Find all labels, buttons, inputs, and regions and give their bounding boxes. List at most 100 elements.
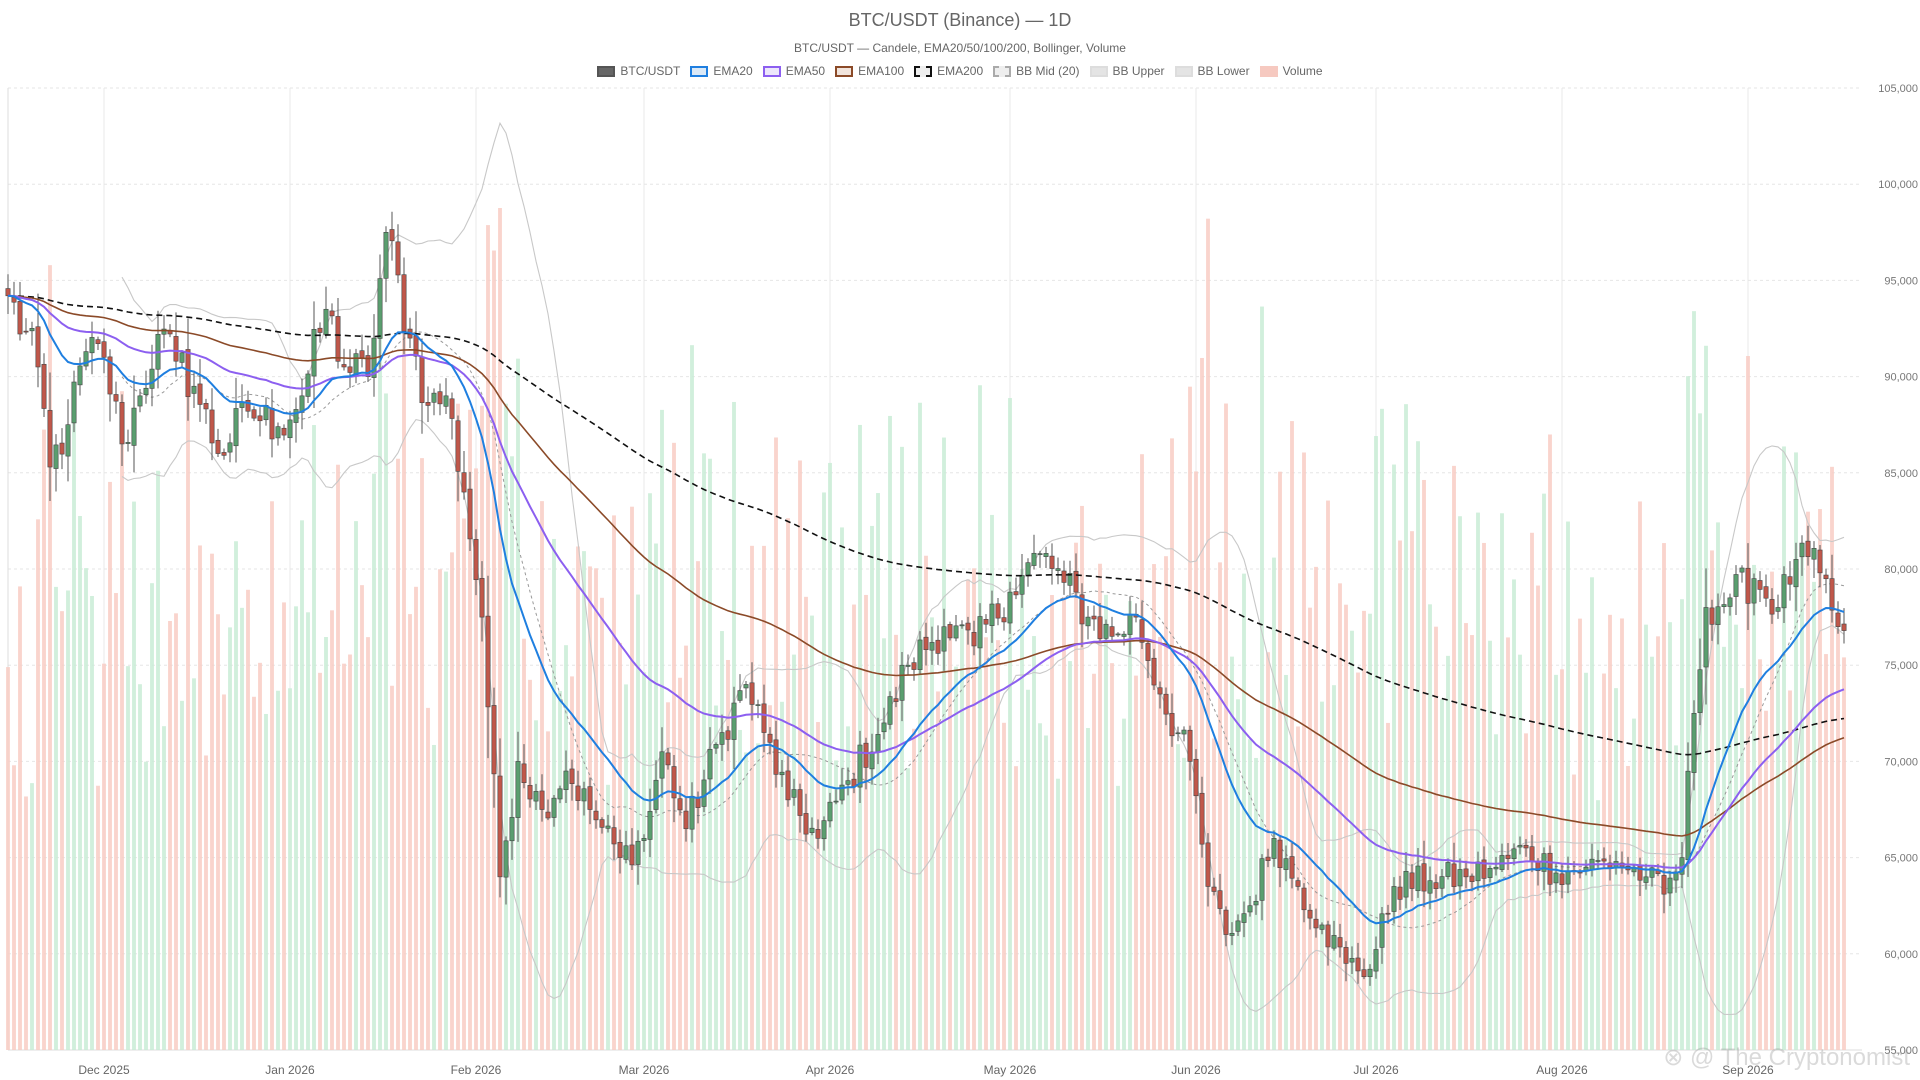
candle-body [1469, 875, 1475, 882]
candle-body [455, 420, 461, 472]
candle-body [995, 603, 1001, 619]
legend-item[interactable]: BB Upper [1089, 64, 1165, 78]
volume-bar [378, 333, 382, 1050]
candle-body [539, 790, 545, 810]
candle-body [1181, 729, 1187, 735]
candle-body [1097, 616, 1103, 639]
legend-item[interactable]: BTC/USDT [597, 64, 680, 78]
candle-body [347, 366, 353, 373]
volume-bar [1842, 657, 1846, 1050]
candle-body [701, 779, 707, 807]
volume-bar [312, 425, 316, 1050]
legend-item[interactable]: EMA50 [762, 64, 825, 78]
volume-bar [66, 590, 70, 1050]
y-tick-label: 65,000 [1884, 853, 1918, 865]
volume-bar [1302, 452, 1306, 1051]
legend-item[interactable]: EMA20 [690, 64, 753, 78]
candle-body [1511, 848, 1517, 859]
candle-body [113, 394, 119, 402]
volume-bar [1332, 685, 1336, 1050]
candle-body [767, 733, 773, 743]
candle-body [1727, 597, 1733, 607]
candle-body [1529, 846, 1535, 862]
candle-body [251, 409, 257, 419]
candle-body [1763, 586, 1769, 599]
candle-body [131, 407, 137, 446]
candle-body [233, 408, 239, 447]
candle-body [1481, 859, 1487, 879]
candle-body [1229, 933, 1235, 936]
candle-body [1211, 886, 1217, 892]
volume-bar [1734, 624, 1738, 1050]
volume-bar [516, 358, 520, 1050]
volume-bar [1800, 543, 1804, 1050]
candle-body [1409, 872, 1415, 889]
candle-body [953, 625, 959, 639]
candle-body [1757, 580, 1763, 590]
volume-bar [1836, 628, 1840, 1050]
legend-item[interactable]: BB Mid (20) [993, 64, 1080, 78]
volume-bar [1230, 656, 1234, 1050]
volume-bar [1386, 722, 1390, 1050]
legend-item[interactable]: BB Lower [1174, 64, 1250, 78]
candle-body [365, 355, 371, 377]
volume-bar [1140, 454, 1144, 1051]
volume-bar [1314, 566, 1318, 1050]
candle-body [1799, 542, 1805, 558]
candle-body [1415, 865, 1421, 892]
volume-bar [1104, 594, 1108, 1050]
volume-bar [1512, 579, 1516, 1050]
candle-body [533, 791, 539, 802]
candle-body [821, 820, 827, 840]
volume-bar [558, 690, 562, 1050]
candle-body [1187, 729, 1193, 762]
volume-bar [1530, 532, 1534, 1050]
candle-body [443, 395, 449, 407]
candle-body [335, 316, 341, 362]
candle-body [1109, 626, 1115, 637]
volume-bar [510, 456, 514, 1050]
candle-body [89, 337, 95, 354]
candle-body [119, 402, 125, 445]
volume-bar [90, 595, 94, 1050]
candle-body [149, 368, 155, 389]
volume-bar [1044, 735, 1048, 1050]
volume-bar [978, 385, 982, 1050]
volume-bar [948, 636, 952, 1050]
candle-body [1835, 612, 1841, 628]
candle-body [1139, 619, 1145, 643]
watermark: ⊗ @ The Cryptonomist [1663, 1044, 1910, 1071]
candle-body [1685, 770, 1691, 861]
volume-bar [12, 765, 16, 1050]
volume-bar [1122, 718, 1126, 1050]
candle-body [377, 278, 383, 339]
candle-body [5, 288, 11, 297]
y-tick-label: 95,000 [1884, 275, 1918, 287]
candle-body [1463, 868, 1469, 878]
volume-bar [822, 492, 826, 1050]
volume-bar [342, 663, 346, 1050]
candle-body [1115, 633, 1121, 636]
volume-bar [36, 519, 40, 1050]
volume-bar [60, 611, 64, 1050]
candle-body [725, 730, 731, 740]
candle-body [1775, 607, 1781, 612]
volume-bar [1458, 516, 1462, 1050]
volume-bar [684, 645, 688, 1050]
candle-body [83, 351, 89, 367]
candle-body [959, 624, 965, 627]
candle-body [1811, 548, 1817, 560]
volume-bar [192, 678, 196, 1050]
volume-bar [966, 579, 970, 1050]
legend-item[interactable]: Volume [1259, 64, 1323, 78]
volume-bar [288, 688, 292, 1050]
volume-bar [1242, 573, 1246, 1050]
candle-body [509, 817, 515, 842]
legend-item[interactable]: EMA100 [835, 64, 904, 78]
volume-bar [798, 460, 802, 1051]
volume-bar [162, 726, 166, 1050]
legend-item[interactable]: EMA200 [914, 64, 983, 78]
volume-bar [1452, 465, 1456, 1050]
volume-bar [228, 627, 232, 1050]
